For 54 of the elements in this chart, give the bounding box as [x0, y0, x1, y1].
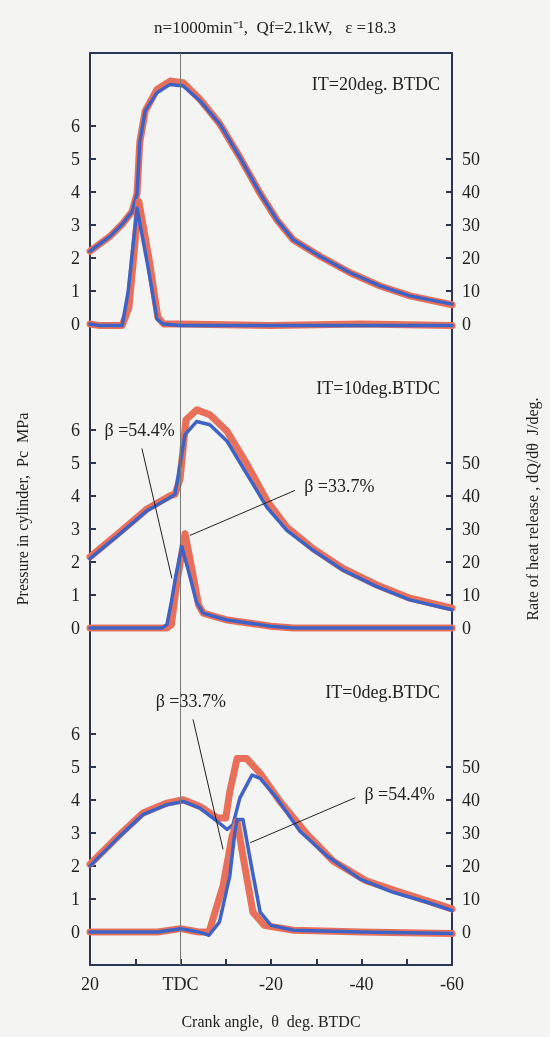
y-tick-label: 0 — [71, 921, 80, 942]
y2-axis-title: Rate of heat release , dQ/dθ J/deg. — [523, 397, 542, 621]
y-tick-label: 0 — [71, 313, 80, 334]
y2-tick-label: 10 — [462, 584, 480, 605]
y-tick-label: 2 — [71, 247, 80, 268]
y-tick-label: 3 — [71, 822, 80, 843]
y-tick-label: 1 — [71, 584, 80, 605]
y-tick-label: 0 — [71, 617, 80, 638]
y2-tick-label: 50 — [462, 452, 480, 473]
y-tick-label: 5 — [71, 148, 80, 169]
y2-tick-label: 30 — [462, 822, 480, 843]
y2-tick-label: 20 — [462, 247, 480, 268]
y2-tick-label: 10 — [462, 280, 480, 301]
annotation: β =54.4% — [364, 783, 435, 804]
y-tick-label: 2 — [71, 855, 80, 876]
y-tick-label: 3 — [71, 214, 80, 235]
y2-tick-label: 50 — [462, 756, 480, 777]
y-tick-label: 4 — [71, 789, 80, 810]
y-axis-title: Pressure in cylinder, Pc MPa — [13, 412, 32, 606]
y-tick-label: 5 — [71, 756, 80, 777]
y2-tick-label: 40 — [462, 789, 480, 810]
y-tick-label: 1 — [71, 280, 80, 301]
y-tick-label: 4 — [71, 181, 80, 202]
y-tick-label: 2 — [71, 551, 80, 572]
annotation: β =33.7% — [304, 476, 375, 497]
y2-tick-label: 0 — [462, 617, 471, 638]
y2-tick-label: 50 — [462, 148, 480, 169]
y2-tick-label: 0 — [462, 921, 471, 942]
y2-tick-label: 30 — [462, 214, 480, 235]
annotation: IT=10deg.BTDC — [316, 378, 440, 398]
y2-tick-label: 40 — [462, 181, 480, 202]
x-tick-label: -60 — [440, 974, 464, 994]
annotation: IT=20deg. BTDC — [311, 74, 440, 94]
y2-tick-label: 30 — [462, 518, 480, 539]
annotation: IT=0deg.BTDC — [325, 682, 440, 702]
x-axis-title: Crank angle, θ deg. BTDC — [181, 1012, 361, 1031]
chart-title: n=1000min⁻¹, Qf=2.1kW, ε =18.3 — [154, 18, 396, 37]
y-tick-label: 3 — [71, 518, 80, 539]
y-tick-label: 6 — [71, 723, 80, 744]
annotation: β =54.4% — [104, 419, 175, 440]
x-tick-label: TDC — [162, 974, 199, 994]
y-tick-label: 1 — [71, 888, 80, 909]
x-tick-label: -20 — [259, 974, 283, 994]
y-tick-label: 5 — [71, 452, 80, 473]
y-tick-label: 6 — [71, 419, 80, 440]
y-tick-label: 4 — [71, 485, 80, 506]
y2-tick-label: 0 — [462, 313, 471, 334]
y2-tick-label: 40 — [462, 485, 480, 506]
x-tick-label: 20 — [81, 974, 99, 994]
y2-tick-label: 20 — [462, 551, 480, 572]
y2-tick-label: 20 — [462, 855, 480, 876]
y-tick-label: 6 — [71, 115, 80, 136]
y2-tick-label: 10 — [462, 888, 480, 909]
x-tick-label: -40 — [349, 974, 374, 994]
